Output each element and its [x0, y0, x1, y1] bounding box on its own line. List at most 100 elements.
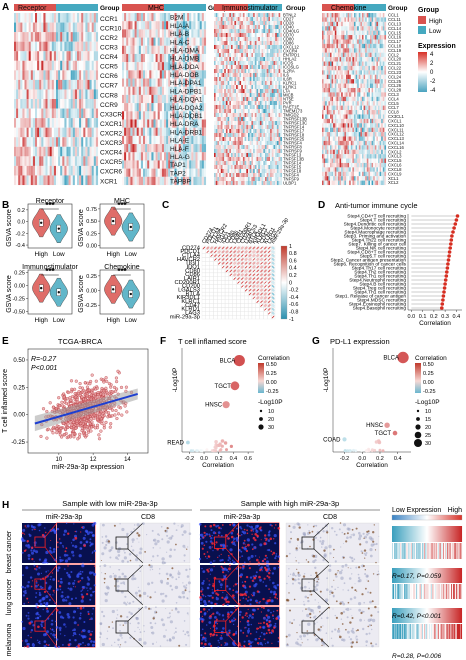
- heatmap-cell: [328, 70, 331, 75]
- heatmap-cell: [24, 51, 27, 61]
- heatmap-cell: [172, 152, 175, 161]
- heatmap-cell: [379, 145, 382, 150]
- heatmap-cell: [128, 160, 131, 169]
- heatmap-cell: [365, 43, 367, 49]
- heatmap-cell: [215, 109, 218, 114]
- heatmap-cell: [149, 176, 152, 186]
- heatmap-cell: [62, 32, 65, 42]
- heatmap-cell: [328, 57, 331, 62]
- heatmap-cell: [153, 29, 156, 38]
- heatmap-cell: [322, 30, 324, 36]
- heatmap-cell: [229, 69, 232, 74]
- heatmap-cell: [256, 13, 259, 18]
- heatmap-cell: [336, 70, 339, 75]
- heatmap-cell: [363, 30, 366, 36]
- heatmap-cell: [253, 137, 255, 142]
- heatmap-cell: [251, 65, 254, 70]
- heatmap-cell: [236, 65, 238, 70]
- gene-label: LTA: [283, 88, 290, 93]
- heatmap-cell: [382, 167, 385, 172]
- heatmap-cell: [147, 127, 150, 136]
- heatmap-cell: [222, 57, 225, 62]
- heatmap-cell: [275, 85, 277, 90]
- heatmap-cell: [224, 13, 226, 18]
- heatmap-cell: [344, 171, 347, 177]
- heatmap-cell: [259, 41, 262, 46]
- heatmap-cell: [32, 79, 36, 90]
- heatmap-cell: [333, 96, 335, 102]
- heatmap-cell: [81, 175, 84, 186]
- heatmap-cell: [258, 101, 260, 106]
- heatmap-cell: [339, 48, 342, 53]
- heatmap-cell: [234, 181, 237, 186]
- heatmap-cell: [362, 171, 364, 177]
- heatmap-cell: [66, 89, 69, 100]
- heatmap-cell: [280, 149, 283, 154]
- heatmap-cell: [371, 123, 374, 128]
- heatmap-cell: [358, 154, 361, 159]
- heatmap-cell: [379, 83, 382, 89]
- heatmap-cell: [215, 129, 218, 134]
- heatmap-cell: [373, 180, 375, 186]
- heatmap-cell: [93, 79, 96, 90]
- heatmap-cell: [352, 110, 355, 115]
- heatmap-cell: [224, 57, 226, 62]
- heatmap-cell: [155, 176, 158, 186]
- heatmap-cell: [384, 96, 387, 102]
- heatmap-cell: [232, 109, 235, 114]
- heatmap-cell: [357, 180, 359, 186]
- heatmap-cell: [363, 171, 366, 177]
- heatmap-cell: [81, 165, 84, 176]
- heatmap-cell: [132, 152, 135, 161]
- heatmap-cell: [229, 65, 232, 70]
- heatmap-cell: [248, 93, 250, 98]
- heatmap-cell: [374, 87, 377, 93]
- heatmap-cell: [157, 160, 160, 169]
- heatmap-cell: [360, 17, 363, 22]
- heatmap-cell: [187, 127, 190, 136]
- heatmap-cell: [330, 96, 332, 102]
- heatmap-cell: [347, 61, 350, 66]
- heatmap-cell: [256, 153, 259, 158]
- heatmap-cell: [249, 169, 252, 174]
- gene-label: CD80: [283, 36, 294, 41]
- heatmap-cell: [246, 65, 249, 70]
- heatmap-cell: [224, 157, 226, 162]
- heatmap-cell: [41, 165, 44, 176]
- heatmap-cell: [246, 145, 249, 150]
- heatmap-cell: [334, 43, 337, 49]
- heatmap-cell: [352, 87, 355, 93]
- heatmap-cell: [344, 92, 347, 97]
- heatmap-cell: [263, 69, 266, 74]
- heatmap-cell: [224, 77, 226, 82]
- heatmap-cell: [241, 145, 243, 150]
- heatmap-cell: [164, 29, 167, 38]
- heatmap-cell: [328, 176, 331, 181]
- heatmap-cell: [254, 29, 257, 34]
- heatmap-cell: [178, 111, 181, 120]
- heatmap-cell: [378, 39, 380, 44]
- heatmap-cell: [253, 85, 255, 90]
- heatmap-cell: [246, 77, 249, 82]
- heatmap-cell: [258, 53, 260, 58]
- heatmap-cell: [195, 29, 198, 38]
- heatmap-cell: [149, 45, 152, 54]
- heatmap-cell: [371, 101, 374, 106]
- heatmap-cell: [225, 53, 228, 58]
- heatmap-cell: [222, 109, 225, 114]
- heatmap-cell: [83, 146, 86, 157]
- heatmap-cell: [278, 33, 281, 38]
- heatmap-cell: [234, 77, 237, 82]
- heatmap-cell: [231, 133, 233, 138]
- heatmap-cell: [376, 87, 379, 93]
- heatmap-cell: [236, 73, 238, 78]
- heatmap-cell: [355, 136, 358, 141]
- heatmap-cell: [32, 108, 36, 119]
- heatmap-cell: [195, 62, 198, 71]
- heatmap-cell: [328, 21, 331, 27]
- heatmap-cell: [153, 160, 156, 169]
- heatmap-cell: [195, 103, 198, 112]
- heatmap-cell: [275, 121, 277, 126]
- heatmap-cell: [339, 17, 342, 22]
- heatmap-cell: [151, 29, 154, 38]
